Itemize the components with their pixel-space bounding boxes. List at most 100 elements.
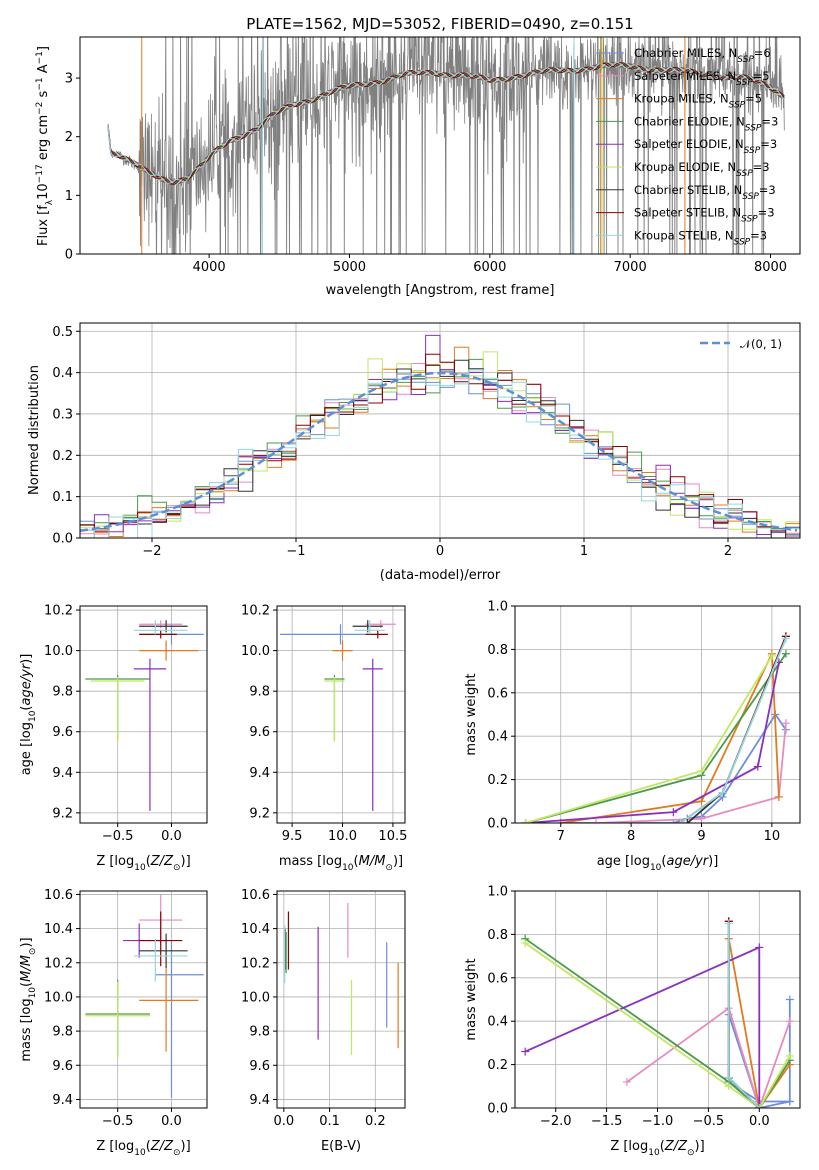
y-tick-label: 9.6 (249, 1059, 270, 1074)
weight-marker-salpeter_miles (781, 719, 790, 728)
mass-vs-Z-ylabel-part: ⊙ (28, 948, 38, 956)
legend-label-chabrier_stelib-part: SSP (742, 192, 759, 202)
y-tick-label: 9.2 (52, 806, 73, 821)
weight-line-chabrier_elodie (524, 937, 791, 1108)
spectrum-title: PLATE=1562, MJD=53052, FIBERID=0490, z=0… (246, 15, 633, 33)
legend-label-chabrier_stelib-part: =3 (759, 183, 776, 197)
legend-label-kroupa_stelib: Kroupa STELIB, NSSP=3 (634, 228, 767, 247)
legend-label-kroupa_miles-part: =5 (745, 92, 762, 106)
y-tick-label: 9.6 (52, 725, 73, 740)
weight-vs-Z-xlabel-part: )] (695, 1139, 705, 1154)
legend-label-kroupa_elodie: Kroupa ELODIE, NSSP=3 (634, 160, 770, 179)
y-tick-label: 0.4 (52, 366, 73, 381)
weight-marker-kroupa_elodie (724, 1082, 733, 1091)
axes-age-vs-mass: 9.5 10.0 10.5 9.2 9.4 9.6 9.8 10.0 10.2 (241, 604, 407, 844)
histogram-chabrier_stelib (80, 359, 800, 538)
errorbar-salpeter_stelib (139, 630, 177, 639)
y-tick-label: 9.4 (249, 766, 270, 781)
age-vs-Z-ylabel-part: ( (19, 706, 34, 711)
legend-label-salpeter_stelib-part: =3 (758, 206, 775, 220)
legend-label-kroupa_stelib-part: Kroupa STELIB, N (634, 228, 734, 242)
legend-label-salpeter_elodie-part: =3 (760, 137, 777, 151)
errorbar-kroupa_miles (139, 640, 199, 661)
histogram-chabrier_elodie (80, 358, 800, 538)
errorbar-salpeter_elodie (133, 658, 167, 811)
errorbar-kroupa_elodie (90, 676, 145, 742)
weight-marker-kroupa_stelib (724, 919, 733, 928)
axes-mass-vs-ebv: 0.0 0.1 0.2 9.4 9.6 9.8 10.0 10.2 10.4 10.6 (241, 888, 406, 1129)
age-vs-Z-xlabel-part: )] (181, 854, 191, 869)
y-tick-label: 0.2 (487, 773, 508, 788)
mass-vs-Z-xlabel: Z [log10(Z/Z⊙)] (96, 1139, 190, 1158)
y-tick-label: 0.6 (487, 971, 508, 986)
y-tick-label: 10.0 (241, 990, 270, 1005)
weight-line-kroupa_elodie (524, 942, 791, 1108)
axes-weight-vs-Z: −2.0 −1.5 −1.0 −0.5 0.0 0.0 0.2 0.4 0.6 0.8 1.0 (487, 885, 801, 1129)
histogram-salpeter_stelib (80, 353, 800, 533)
x-tick-label: −1.5 (591, 1114, 623, 1129)
weight-marker-chabrier_miles (785, 1097, 794, 1106)
legend-label-kroupa_elodie-part: =3 (753, 160, 770, 174)
legend-label-kroupa_miles: Kroupa MILES, NSSP=5 (634, 92, 762, 111)
mass-vs-Z-xlabel-part: 10 (134, 1148, 146, 1158)
errorbar-salpeter_miles (365, 620, 396, 629)
grid (515, 890, 800, 1109)
x-tick-label: −2 (142, 544, 161, 559)
age-vs-Z-xlabel-part: Z/Z (150, 854, 174, 869)
errorbar-kroupa_miles (139, 966, 199, 1052)
age-vs-Z-xlabel-part: ( (146, 854, 151, 869)
y-tick-label: 9.4 (249, 1093, 270, 1108)
x-tick-label: −2.0 (540, 1114, 572, 1129)
weight-vs-age-xlabel-part: age/yr (666, 854, 709, 869)
x-tick-label: 0.0 (161, 829, 182, 844)
spectrum-ylabel-part: −17 (35, 164, 45, 183)
y-tick-label: 0.0 (487, 1102, 508, 1117)
weight-line-kroupa_miles (560, 653, 780, 823)
errorbar-salpeter_elodie (362, 658, 383, 811)
y-tick-label: 9.8 (52, 1025, 73, 1040)
weight-vs-age-xlabel: age [log10(age/yr)] (597, 854, 719, 873)
axes-frame (514, 890, 801, 1109)
y-tick-label: 1 (65, 189, 73, 204)
errorbar-salpeter_miles (139, 620, 183, 629)
errorbar-chabrier_miles (155, 940, 204, 1098)
legend-label-salpeter_miles: Salpeter MILES, NSSP=5 (634, 69, 770, 88)
weight-vs-Z-xlabel-part: Z [log (610, 1139, 648, 1154)
legend-label-chabrier_elodie-part: Chabrier ELODIE, N (634, 114, 745, 128)
legend-label-salpeter_miles-part: Salpeter MILES, N (634, 69, 736, 83)
axes-spectrum: 4000 5000 6000 7000 8000 0 1 2 3 (65, 36, 801, 275)
plot-area (85, 620, 204, 811)
x-tick-label: 6000 (473, 260, 506, 275)
weight-marker-kroupa_elodie (785, 1051, 794, 1060)
residual-ylabel: Normed distribution (27, 365, 42, 495)
x-tick-label: −1 (286, 544, 305, 559)
model-spectrum-kroupa_elodie (107, 62, 785, 185)
legend-label-salpeter_stelib: Salpeter STELIB, NSSP=3 (634, 206, 775, 225)
age-vs-Z-xlabel-part: ⊙ (173, 863, 181, 873)
y-tick-label: 0.2 (487, 1058, 508, 1073)
age-vs-mass-xlabel-part: mass [log (279, 854, 342, 869)
errorbar-kroupa_miles (332, 640, 353, 661)
weight-line-chabrier_elodie (525, 653, 787, 823)
legend-label-kroupa_stelib-part: =3 (750, 228, 767, 242)
y-tick-label: 9.2 (249, 806, 270, 821)
legend-label-salpeter_stelib-part: Salpeter STELIB, N (634, 206, 741, 220)
x-tick-label: 5000 (333, 260, 366, 275)
axes-frame (514, 605, 801, 824)
legend-label-kroupa_elodie-part: SSP (736, 169, 753, 179)
y-tick-label: 10.0 (241, 644, 270, 659)
x-tick-label: 0.0 (161, 1114, 182, 1129)
y-tick-label: 2 (65, 130, 73, 145)
mass-vs-Z-xlabel-part: Z/Z (150, 1139, 174, 1154)
axes-age-vs-Z: −0.5 0.0 9.2 9.4 9.6 9.8 10.0 10.2 (44, 604, 208, 844)
plot-area (85, 894, 204, 1098)
legend-label-salpeter_miles-part: SSP (736, 78, 753, 88)
residual-legend: 𝒩(0, 1) (700, 337, 782, 351)
y-tick-label: 10.6 (241, 888, 270, 903)
y-tick-label: 9.6 (249, 725, 270, 740)
weight-marker-salpeter_elodie (669, 808, 678, 817)
weight-marker-kroupa_elodie (767, 651, 776, 660)
weight-vs-age-xlabel-part: age [log (597, 854, 650, 869)
y-tick-label: 9.6 (52, 1059, 73, 1074)
legend-label-salpeter_elodie-part: SSP (744, 146, 761, 156)
